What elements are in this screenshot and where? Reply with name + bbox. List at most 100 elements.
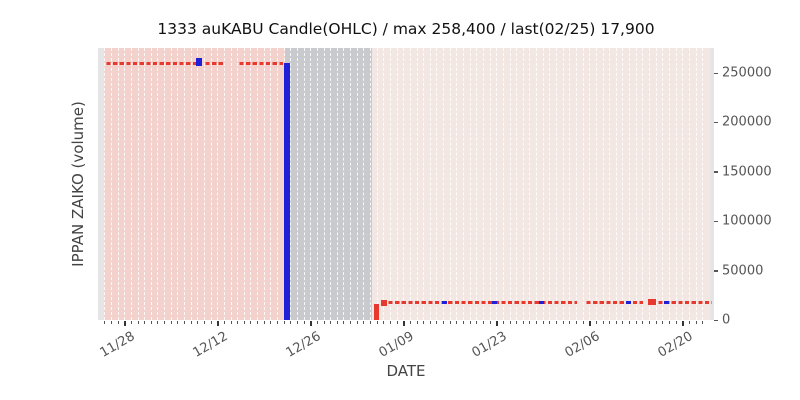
day-gridline	[529, 48, 531, 320]
flat-candles-high-line	[104, 61, 196, 65]
x-minor-tick	[303, 321, 305, 324]
x-minor-tick	[370, 321, 372, 324]
x-minor-tick	[622, 321, 624, 324]
day-gridline	[237, 48, 239, 320]
x-minor-tick	[250, 321, 252, 324]
day-gridline	[223, 48, 225, 320]
x-minor-tick	[223, 321, 225, 324]
x-minor-tick	[695, 321, 697, 324]
x-minor-tick	[463, 321, 465, 324]
x-major-tick	[217, 321, 219, 326]
x-minor-tick	[675, 321, 677, 324]
x-minor-tick	[323, 321, 325, 324]
day-gridline	[389, 48, 391, 320]
day-gridline	[549, 48, 551, 320]
day-gridline	[330, 48, 332, 320]
day-gridline	[615, 48, 617, 320]
x-minor-tick	[376, 321, 378, 324]
x-axis-label: DATE	[386, 362, 426, 380]
day-gridline	[217, 48, 219, 320]
day-gridline	[536, 48, 538, 320]
day-gridline	[668, 48, 670, 320]
day-gridline	[642, 48, 644, 320]
x-minor-tick	[184, 321, 186, 324]
day-gridline	[164, 48, 166, 320]
day-gridline	[602, 48, 604, 320]
day-gridline	[489, 48, 491, 320]
day-gridline	[449, 48, 451, 320]
x-minor-tick	[615, 321, 617, 324]
x-minor-tick	[629, 321, 631, 324]
x-minor-tick	[316, 321, 318, 324]
y-tick-label: 150000	[722, 164, 772, 180]
x-minor-tick	[396, 321, 398, 324]
y-tick-label: 100000	[722, 213, 772, 229]
day-gridline	[290, 48, 292, 320]
x-minor-tick	[668, 321, 670, 324]
x-tick-label: 11/28	[97, 329, 138, 361]
x-minor-tick	[443, 321, 445, 324]
day-gridline	[250, 48, 252, 320]
day-gridline	[403, 48, 405, 320]
x-minor-tick	[170, 321, 172, 324]
y-tick-mark	[714, 270, 718, 272]
blue-flat-candle	[663, 301, 669, 304]
day-gridline	[197, 48, 199, 320]
x-minor-tick	[655, 321, 657, 324]
x-minor-tick	[449, 321, 451, 324]
day-gridline	[516, 48, 518, 320]
day-gridline	[270, 48, 272, 320]
day-gridline	[383, 48, 385, 320]
day-gridline	[436, 48, 438, 320]
x-minor-tick	[117, 321, 119, 324]
x-minor-tick	[649, 321, 651, 324]
x-minor-tick	[635, 321, 637, 324]
day-gridline	[190, 48, 192, 320]
x-minor-tick	[130, 321, 132, 324]
x-major-tick	[589, 321, 591, 326]
day-gridline	[595, 48, 597, 320]
flat-candles-high-line	[236, 61, 283, 65]
day-gridline	[130, 48, 132, 320]
x-tick-label: 02/20	[655, 329, 696, 361]
x-minor-tick	[270, 321, 272, 324]
x-minor-tick	[549, 321, 551, 324]
day-gridline	[582, 48, 584, 320]
x-minor-tick	[536, 321, 538, 324]
small-blue-candle	[196, 58, 202, 66]
day-gridline	[416, 48, 418, 320]
x-minor-tick	[662, 321, 664, 324]
x-minor-tick	[210, 321, 212, 324]
y-tick-label: 200000	[722, 114, 772, 130]
day-gridline	[682, 48, 684, 320]
x-minor-tick	[110, 321, 112, 324]
x-minor-tick	[283, 321, 285, 324]
x-minor-tick	[356, 321, 358, 324]
x-minor-tick	[702, 321, 704, 324]
day-gridline	[482, 48, 484, 320]
day-gridline	[376, 48, 378, 320]
chart-title: 1333 auKABU Candle(OHLC) / max 258,400 /…	[157, 20, 655, 38]
x-minor-tick	[602, 321, 604, 324]
day-gridline	[124, 48, 126, 320]
x-minor-tick	[144, 321, 146, 324]
flat-candles-low-line	[386, 301, 577, 304]
x-minor-tick	[409, 321, 411, 324]
flat-candles-high-line	[202, 61, 223, 65]
day-gridline	[177, 48, 179, 320]
day-gridline	[675, 48, 677, 320]
x-tick-label: 12/26	[283, 329, 324, 361]
day-gridline	[296, 48, 298, 320]
x-minor-tick	[383, 321, 385, 324]
day-gridline	[316, 48, 318, 320]
region-holding-band	[104, 48, 285, 320]
x-minor-tick	[456, 321, 458, 324]
day-gridline	[542, 48, 544, 320]
day-gridline	[117, 48, 119, 320]
day-gridline	[589, 48, 591, 320]
x-minor-tick	[389, 321, 391, 324]
day-gridline	[277, 48, 279, 320]
y-tick-mark	[714, 72, 718, 74]
day-gridline	[688, 48, 690, 320]
day-gridline	[409, 48, 411, 320]
